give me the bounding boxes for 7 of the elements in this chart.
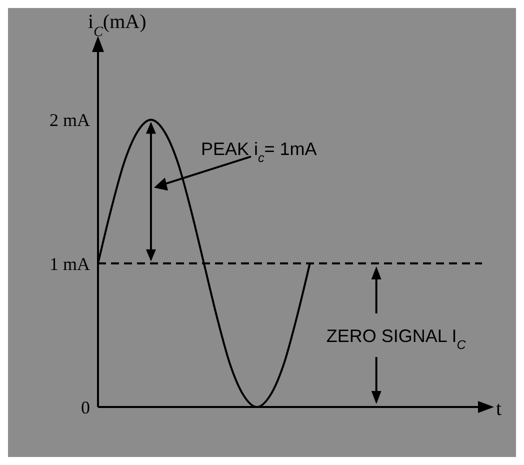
y-tick-label: 0 — [81, 397, 90, 418]
annotation: ZERO SIGNAL I$_{C}$ — [326, 326, 467, 352]
y-tick-label: 1 mA — [50, 254, 90, 274]
x-axis-title: t — [496, 398, 502, 420]
y-tick-label: 2 mA — [50, 110, 90, 130]
annotation: PEAK i$_{c}$= 1mA — [200, 138, 317, 165]
y-axis-title: i$_{C}$(mA) — [88, 11, 146, 40]
